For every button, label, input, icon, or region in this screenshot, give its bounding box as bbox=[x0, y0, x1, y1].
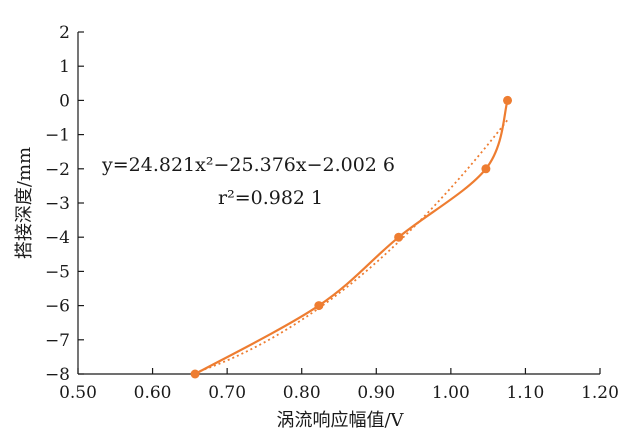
trendline bbox=[194, 119, 509, 374]
equation-label: y=24.821x²−25.376x−2.002 6 bbox=[101, 154, 395, 176]
data-point bbox=[190, 369, 200, 379]
y-tick-label: 2 bbox=[59, 23, 70, 43]
y-axis-title: 搭接深度/mm bbox=[14, 147, 35, 259]
data-point bbox=[503, 95, 513, 105]
y-tick-label: 1 bbox=[59, 57, 70, 77]
x-tick-label: 0.60 bbox=[134, 383, 172, 403]
y-tick-label: −3 bbox=[45, 194, 70, 214]
data-point bbox=[394, 232, 404, 242]
data-point bbox=[481, 164, 491, 174]
x-axis-ticks: 0.50 0.60 0.70 0.80 0.90 1.00 1.10 1.20 bbox=[59, 368, 619, 403]
data-point bbox=[314, 301, 324, 311]
y-tick-label: −2 bbox=[45, 160, 70, 180]
x-tick-label: 0.90 bbox=[357, 383, 395, 403]
x-tick-label: 0.80 bbox=[283, 383, 321, 403]
x-tick-label: 1.00 bbox=[432, 383, 470, 403]
y-tick-label: −8 bbox=[45, 365, 70, 385]
series-line bbox=[194, 100, 509, 375]
x-tick-label: 1.20 bbox=[581, 383, 619, 403]
x-tick-label: 1.10 bbox=[506, 383, 544, 403]
x-tick-label: 0.50 bbox=[59, 383, 97, 403]
y-tick-label: −1 bbox=[45, 126, 70, 146]
r-squared-label: r²=0.982 1 bbox=[218, 187, 323, 209]
y-tick-label: 0 bbox=[59, 91, 70, 111]
y-tick-label: −5 bbox=[45, 262, 70, 282]
y-tick-label: −6 bbox=[45, 297, 70, 317]
x-axis-title: 涡流响应幅值/V bbox=[276, 410, 404, 431]
y-tick-label: −4 bbox=[45, 228, 70, 248]
y-tick-label: −7 bbox=[45, 331, 70, 351]
data-points bbox=[190, 95, 513, 379]
x-tick-label: 0.70 bbox=[208, 383, 246, 403]
